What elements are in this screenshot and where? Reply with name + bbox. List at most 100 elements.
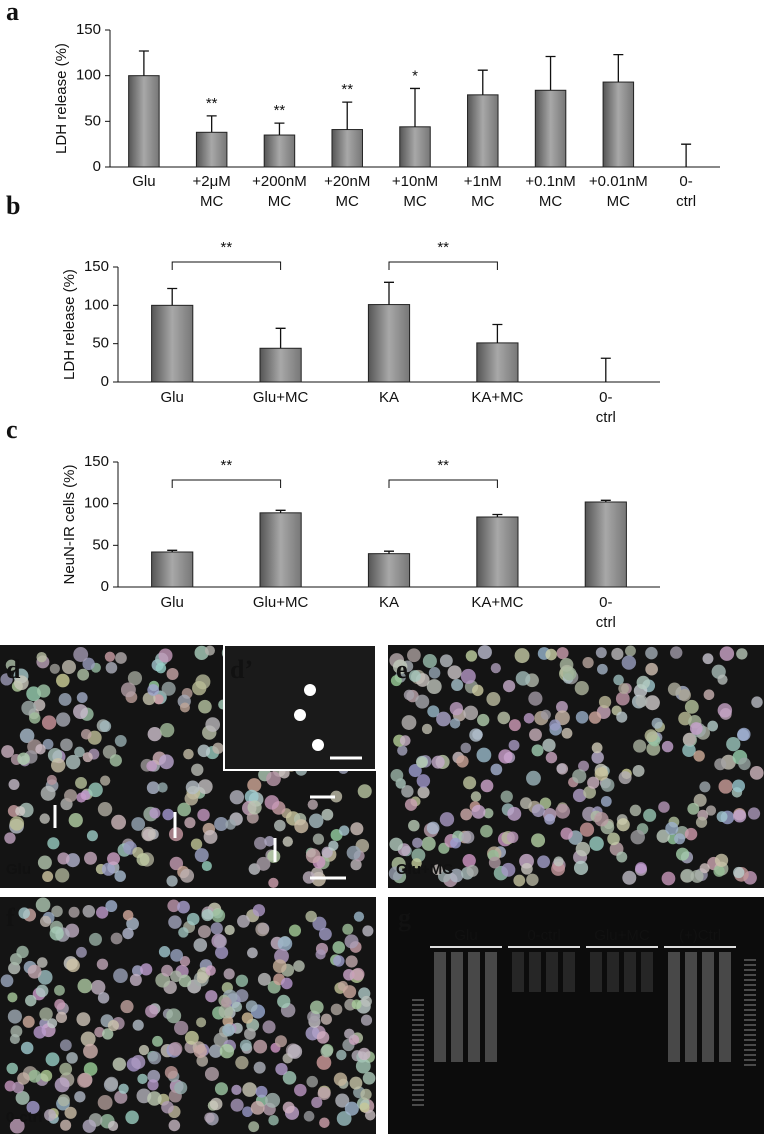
cell [40, 785, 56, 801]
bracket [388, 261, 498, 270]
cell [114, 1090, 128, 1104]
cell [542, 738, 556, 752]
cell [37, 970, 53, 985]
cell [466, 864, 479, 877]
cell [122, 927, 134, 940]
cell [595, 647, 607, 659]
cell [180, 868, 195, 883]
cell [145, 1004, 159, 1018]
cell [205, 965, 216, 976]
cell [36, 652, 47, 663]
cell [633, 739, 647, 753]
cell [600, 795, 612, 807]
cell [215, 945, 229, 960]
cell [613, 674, 624, 686]
cell [401, 715, 417, 730]
cell [513, 874, 526, 887]
cell [390, 675, 402, 687]
x-tick-label: +10nM MC [391, 173, 439, 210]
cell [506, 831, 519, 844]
cell [80, 1031, 96, 1047]
bar [476, 342, 519, 383]
cell [49, 926, 64, 941]
cell [168, 1041, 183, 1056]
cell [64, 1106, 77, 1119]
cell [502, 679, 516, 693]
cell [235, 989, 249, 1003]
x-tick-label: Glu [132, 173, 156, 190]
cell [305, 1026, 320, 1041]
cell [644, 729, 658, 743]
cell [35, 984, 49, 998]
cell [287, 1044, 303, 1059]
cell [166, 1008, 182, 1024]
cell [66, 958, 80, 973]
cell [439, 654, 453, 668]
cell [733, 809, 747, 823]
y-axis-label: LDH release (%) [61, 269, 78, 380]
cell [74, 1091, 86, 1103]
cell [248, 1121, 260, 1133]
cell [100, 775, 111, 786]
gel [388, 897, 764, 1134]
cell [35, 897, 51, 913]
cell [392, 659, 408, 674]
x-tick-label: 0-ctrl [676, 173, 697, 210]
x-label-box: KA+MC [471, 594, 523, 611]
cell [594, 812, 609, 827]
cell [47, 1018, 58, 1029]
cell [147, 684, 160, 696]
cell [360, 1014, 373, 1026]
cell [561, 727, 573, 739]
cell [186, 912, 200, 926]
x-label-box: +20nM MC [324, 173, 370, 210]
cell [77, 668, 90, 681]
cell [575, 710, 589, 724]
cell [265, 1092, 281, 1108]
cell [222, 1023, 235, 1037]
significance: ** [206, 95, 218, 112]
error-bar [600, 499, 611, 502]
cell [9, 1034, 20, 1045]
bracket [171, 261, 282, 270]
cell [60, 738, 73, 752]
cell [255, 922, 270, 937]
cell [645, 662, 658, 676]
cell [146, 760, 157, 772]
cell [572, 769, 587, 784]
cell [196, 1055, 209, 1067]
cell [274, 819, 286, 832]
cell [25, 994, 37, 1007]
cell [397, 745, 408, 756]
cell [362, 925, 374, 937]
cell [450, 837, 461, 849]
cell [545, 648, 557, 661]
cell [247, 800, 262, 815]
cell [306, 1075, 318, 1088]
y-tick-label: 50 [92, 536, 109, 553]
cell [218, 1004, 234, 1019]
cell [76, 946, 87, 958]
cell [733, 866, 745, 879]
cell [498, 749, 513, 764]
cell [344, 1028, 355, 1040]
significance: * [412, 67, 418, 84]
cell [46, 774, 57, 786]
cell [682, 743, 696, 757]
cell [178, 974, 192, 988]
cell [549, 719, 561, 731]
cell [629, 804, 642, 817]
cell [45, 1052, 60, 1067]
cell [253, 1039, 268, 1054]
cell [350, 859, 362, 871]
cell [328, 840, 339, 851]
cell [212, 742, 224, 754]
cell [246, 811, 259, 824]
cell [177, 802, 191, 817]
significance: ** [221, 239, 233, 256]
cell [229, 790, 245, 805]
panel-letter: e [396, 655, 408, 684]
cell [231, 1084, 242, 1095]
cell [461, 830, 475, 844]
cell [501, 862, 516, 877]
